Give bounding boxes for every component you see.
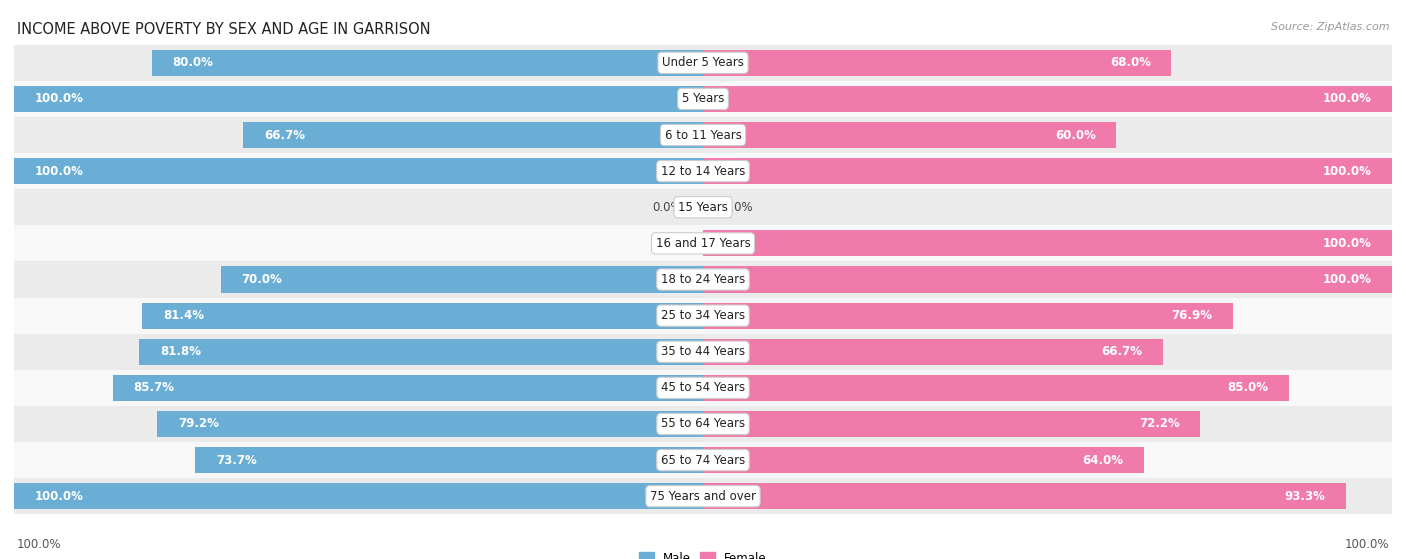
Bar	[14, 153, 1392, 189]
Bar	[112, 375, 703, 401]
Bar	[703, 158, 1392, 184]
Bar	[14, 334, 1392, 370]
Bar	[703, 483, 1346, 509]
Text: 12 to 14 Years: 12 to 14 Years	[661, 165, 745, 178]
Text: 81.4%: 81.4%	[163, 309, 204, 322]
Bar	[703, 86, 1392, 112]
Bar	[703, 267, 1392, 292]
Bar	[195, 447, 703, 473]
Bar	[14, 45, 1392, 81]
Bar	[14, 483, 703, 509]
Legend: Male, Female: Male, Female	[640, 552, 766, 559]
Text: 79.2%: 79.2%	[179, 418, 219, 430]
Text: 25 to 34 Years: 25 to 34 Years	[661, 309, 745, 322]
Bar	[139, 339, 703, 364]
Text: 85.0%: 85.0%	[1227, 381, 1268, 394]
Bar	[14, 189, 1392, 225]
Bar	[221, 267, 703, 292]
Text: 70.0%: 70.0%	[242, 273, 283, 286]
Text: 73.7%: 73.7%	[217, 453, 257, 467]
Text: 66.7%: 66.7%	[1101, 345, 1142, 358]
Text: Source: ZipAtlas.com: Source: ZipAtlas.com	[1271, 22, 1389, 32]
Text: 100.0%: 100.0%	[35, 165, 83, 178]
Text: 72.2%: 72.2%	[1139, 418, 1180, 430]
Text: Under 5 Years: Under 5 Years	[662, 56, 744, 69]
Text: 75 Years and over: 75 Years and over	[650, 490, 756, 503]
Text: 76.9%: 76.9%	[1171, 309, 1212, 322]
Bar	[703, 411, 1201, 437]
Text: 100.0%: 100.0%	[35, 92, 83, 106]
Text: 60.0%: 60.0%	[1054, 129, 1095, 141]
Text: 100.0%: 100.0%	[1323, 237, 1371, 250]
Bar	[14, 370, 1392, 406]
Text: 65 to 74 Years: 65 to 74 Years	[661, 453, 745, 467]
Text: 64.0%: 64.0%	[1083, 453, 1123, 467]
Bar	[703, 230, 1392, 257]
Text: 0.0%: 0.0%	[652, 201, 682, 214]
Text: 68.0%: 68.0%	[1109, 56, 1152, 69]
Text: 18 to 24 Years: 18 to 24 Years	[661, 273, 745, 286]
Text: INCOME ABOVE POVERTY BY SEX AND AGE IN GARRISON: INCOME ABOVE POVERTY BY SEX AND AGE IN G…	[17, 22, 430, 37]
Bar	[243, 122, 703, 148]
Text: 66.7%: 66.7%	[264, 129, 305, 141]
Bar	[14, 478, 1392, 514]
Bar	[703, 339, 1163, 364]
Text: 80.0%: 80.0%	[173, 56, 214, 69]
Text: 100.0%: 100.0%	[35, 490, 83, 503]
Text: 100.0%: 100.0%	[1323, 165, 1371, 178]
Bar	[703, 50, 1171, 76]
Bar	[14, 297, 1392, 334]
Bar	[157, 411, 703, 437]
Text: 100.0%: 100.0%	[1323, 92, 1371, 106]
Text: 55 to 64 Years: 55 to 64 Years	[661, 418, 745, 430]
Text: 81.8%: 81.8%	[160, 345, 201, 358]
Bar	[14, 158, 703, 184]
Text: 35 to 44 Years: 35 to 44 Years	[661, 345, 745, 358]
Text: 100.0%: 100.0%	[1323, 273, 1371, 286]
Text: 85.7%: 85.7%	[134, 381, 174, 394]
Bar	[703, 122, 1116, 148]
Bar	[14, 406, 1392, 442]
Bar	[14, 442, 1392, 478]
Bar	[14, 262, 1392, 297]
Bar	[152, 50, 703, 76]
Text: 0.0%: 0.0%	[724, 201, 754, 214]
Text: 16 and 17 Years: 16 and 17 Years	[655, 237, 751, 250]
Text: 100.0%: 100.0%	[1344, 538, 1389, 551]
Bar	[14, 117, 1392, 153]
Text: 15 Years: 15 Years	[678, 201, 728, 214]
Text: 0.0%: 0.0%	[652, 237, 682, 250]
Text: 6 to 11 Years: 6 to 11 Years	[665, 129, 741, 141]
Bar	[142, 302, 703, 329]
Text: 45 to 54 Years: 45 to 54 Years	[661, 381, 745, 394]
Text: 5 Years: 5 Years	[682, 92, 724, 106]
Bar	[703, 375, 1289, 401]
Text: 100.0%: 100.0%	[17, 538, 62, 551]
Bar	[14, 225, 1392, 262]
Bar	[703, 447, 1144, 473]
Bar	[14, 81, 1392, 117]
Bar	[14, 86, 703, 112]
Text: 93.3%: 93.3%	[1284, 490, 1324, 503]
Bar	[703, 302, 1233, 329]
